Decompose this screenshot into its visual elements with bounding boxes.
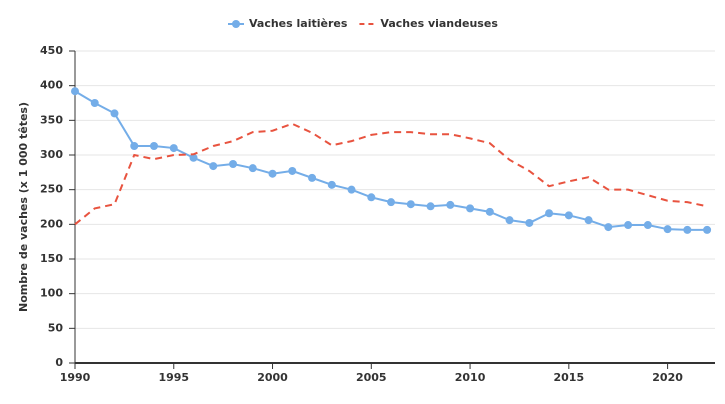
x-tick-label: 2005 bbox=[356, 371, 387, 384]
y-tick-label: 200 bbox=[40, 217, 63, 230]
point bbox=[584, 216, 593, 225]
point bbox=[90, 99, 99, 107]
legend-label: Vaches laitières bbox=[249, 17, 348, 30]
point bbox=[110, 109, 119, 118]
y-tick-label: 450 bbox=[40, 44, 63, 57]
x-tick-label: 1990 bbox=[60, 371, 91, 384]
point bbox=[485, 207, 494, 216]
x-tick-label: 2010 bbox=[455, 371, 486, 384]
point bbox=[624, 221, 633, 230]
y-axis-label: Nombre de vaches (x 1 000 têtes) bbox=[17, 102, 30, 312]
y-tick-label: 250 bbox=[40, 183, 63, 196]
point bbox=[564, 211, 573, 220]
series-line bbox=[74, 122, 708, 226]
point bbox=[466, 204, 475, 213]
x-tick-label: 2020 bbox=[652, 371, 683, 384]
x-tick-label: 2000 bbox=[257, 371, 288, 384]
point bbox=[130, 141, 139, 150]
point bbox=[643, 221, 652, 230]
x-tick-label: 1995 bbox=[158, 371, 189, 384]
point bbox=[663, 225, 672, 234]
point bbox=[288, 166, 297, 175]
point bbox=[505, 216, 514, 225]
point bbox=[268, 169, 277, 178]
point bbox=[446, 200, 455, 209]
y-tick-label: 350 bbox=[40, 113, 63, 126]
legend-label: Vaches viandeuses bbox=[380, 17, 498, 30]
point bbox=[347, 185, 356, 194]
y-tick-label: 300 bbox=[40, 148, 63, 161]
y-tick-label: 50 bbox=[48, 321, 64, 334]
point bbox=[426, 202, 435, 211]
legend-marker bbox=[232, 20, 240, 28]
point bbox=[71, 87, 79, 96]
point bbox=[406, 200, 415, 209]
point bbox=[248, 164, 257, 173]
y-tick-label: 400 bbox=[40, 79, 63, 92]
x-tick-label: 2015 bbox=[554, 371, 585, 384]
point bbox=[209, 162, 218, 171]
point bbox=[169, 144, 178, 153]
y-tick-label: 0 bbox=[55, 356, 63, 369]
y-tick-label: 150 bbox=[40, 252, 63, 265]
point bbox=[525, 218, 534, 227]
point bbox=[150, 141, 159, 150]
point bbox=[545, 209, 554, 218]
point bbox=[229, 160, 238, 169]
point bbox=[387, 198, 396, 207]
y-tick-label: 100 bbox=[40, 287, 63, 300]
point bbox=[683, 225, 692, 234]
point bbox=[367, 193, 376, 202]
series-line bbox=[74, 90, 708, 231]
point bbox=[308, 173, 317, 182]
point bbox=[327, 180, 336, 189]
point bbox=[604, 223, 613, 232]
point bbox=[189, 153, 198, 162]
point bbox=[703, 225, 712, 234]
